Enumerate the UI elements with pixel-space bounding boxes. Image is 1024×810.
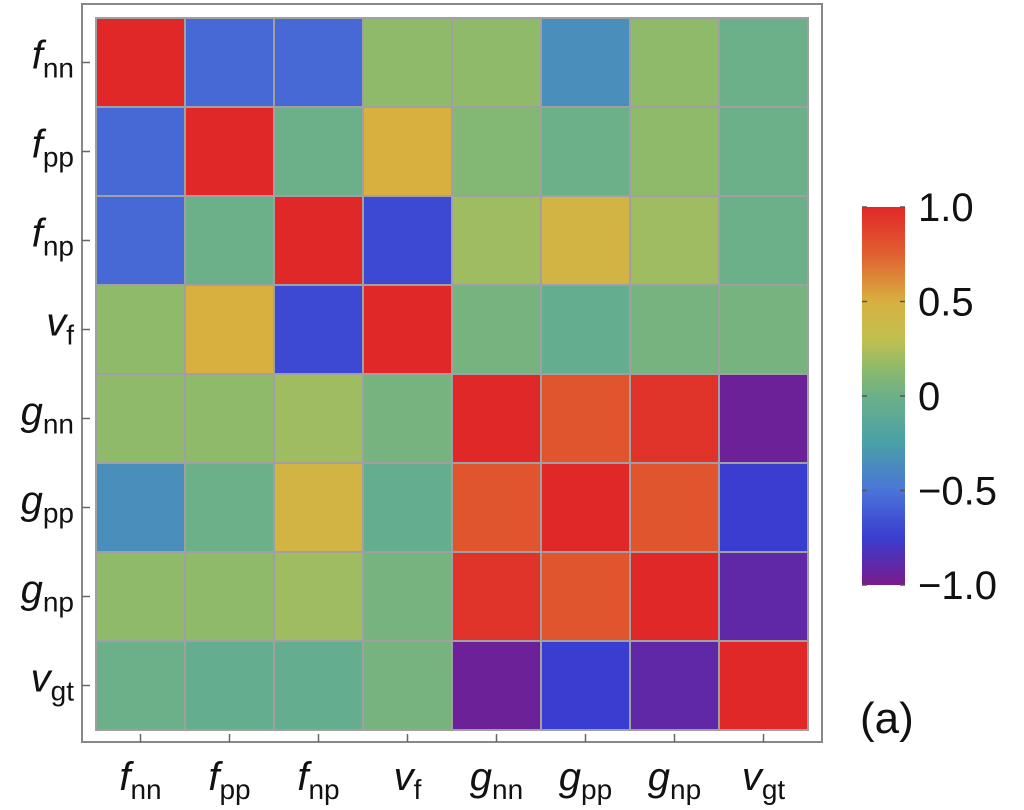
- x-label-vgt: vgt: [742, 755, 786, 805]
- heatmap-cell-r5-c4: [451, 462, 542, 553]
- x-label-fnp: fnp: [297, 755, 339, 805]
- x-label-fpp: fpp: [208, 755, 250, 805]
- heatmap-cell-r5-c1: [184, 462, 275, 553]
- heatmap-cell-r2-c6: [629, 195, 720, 286]
- heatmap-cell-r4-c4: [451, 373, 542, 464]
- heatmap-cell-r5-c3: [362, 462, 453, 553]
- heatmap-cell-r1-c5: [540, 106, 631, 197]
- heatmap-cell-r5-c2: [273, 462, 364, 553]
- heatmap-cell-r7-c3: [362, 640, 453, 731]
- colorbar-tick-label-0: 1.0: [918, 186, 974, 230]
- x-label-fnn: fnn: [119, 755, 161, 805]
- heatmap-cell-r6-c3: [362, 551, 453, 642]
- heatmap-cell-r2-c0: [95, 195, 186, 286]
- heatmap-cell-r2-c4: [451, 195, 542, 286]
- heatmap-cell-r7-c4: [451, 640, 542, 731]
- y-label-vgt: vgt: [31, 657, 75, 707]
- y-label-gnn: gnn: [21, 390, 74, 440]
- heatmap-cell-r3-c7: [718, 284, 809, 375]
- heatmap-cell-r3-c1: [184, 284, 275, 375]
- heatmap-cell-r1-c1: [184, 106, 275, 197]
- heatmap-cell-r7-c5: [540, 640, 631, 731]
- heatmap-cell-r0-c7: [718, 17, 809, 108]
- colorbar-tick-label-2: 0: [918, 375, 940, 419]
- heatmap-cell-r6-c6: [629, 551, 720, 642]
- heatmap-cell-r2-c7: [718, 195, 809, 286]
- plot-frame: [81, 3, 823, 743]
- heatmap-cell-r3-c4: [451, 284, 542, 375]
- heatmap-cell-r6-c5: [540, 551, 631, 642]
- heatmap-cell-r2-c3: [362, 195, 453, 286]
- heatmap-cell-r7-c1: [184, 640, 275, 731]
- heatmap-cell-r4-c2: [273, 373, 364, 464]
- colorbar-tick-label-4: −1.0: [918, 564, 997, 608]
- heatmap-cell-r5-c7: [718, 462, 809, 553]
- y-axis-labels: fnn fpp fnp vf gnn gpp gnp vgt: [21, 34, 75, 707]
- heatmap-cell-r7-c7: [718, 640, 809, 731]
- heatmap-cell-r1-c6: [629, 106, 720, 197]
- y-label-vf: vf: [46, 301, 74, 351]
- heatmap-cell-r0-c1: [184, 17, 275, 108]
- x-axis-labels: fnn fpp fnp vf gnn gpp gnp vgt: [119, 755, 785, 805]
- heatmap-cell-r4-c1: [184, 373, 275, 464]
- heatmap-cell-r5-c0: [95, 462, 186, 553]
- heatmap-cell-r4-c6: [629, 373, 720, 464]
- heatmap-cell-r7-c6: [629, 640, 720, 731]
- y-label-fnp: fnp: [32, 212, 74, 262]
- heatmap-cell-r1-c7: [718, 106, 809, 197]
- heatmap-cell-r4-c3: [362, 373, 453, 464]
- axis-ticks: [82, 61, 765, 742]
- heatmap-cell-r6-c4: [451, 551, 542, 642]
- panel-label: (a): [860, 694, 914, 743]
- heatmap-cell-r0-c6: [629, 17, 720, 108]
- x-label-gnp: gnp: [648, 755, 701, 805]
- x-label-vf: vf: [394, 755, 422, 805]
- heatmap-cell-r2-c5: [540, 195, 631, 286]
- y-label-gpp: gpp: [21, 479, 74, 529]
- y-label-fnn: fnn: [32, 34, 74, 84]
- heatmap-cell-r6-c2: [273, 551, 364, 642]
- heatmap-cell-r3-c6: [629, 284, 720, 375]
- colorbar-ticks: 1.0 0.5 0 −0.5 −1.0: [862, 186, 997, 608]
- x-label-gnn: gnn: [470, 755, 523, 805]
- heatmap-cell-r3-c2: [273, 284, 364, 375]
- heatmap-cell-r3-c3: [362, 284, 453, 375]
- heatmap-cell-r1-c0: [95, 106, 186, 197]
- heatmap-cell-r0-c0: [95, 17, 186, 108]
- heatmap-cell-r4-c0: [95, 373, 186, 464]
- heatmap-cell-r1-c2: [273, 106, 364, 197]
- heatmap-cell-r6-c0: [95, 551, 186, 642]
- colorbar-tick-label-1: 0.5: [918, 281, 974, 325]
- heatmap-cell-r6-c7: [718, 551, 809, 642]
- y-label-fpp: fpp: [32, 123, 74, 173]
- x-label-gpp: gpp: [559, 755, 612, 805]
- heatmap-cell-r4-c7: [718, 373, 809, 464]
- heatmap-cell-r5-c5: [540, 462, 631, 553]
- heatmap-cell-r3-c0: [95, 284, 186, 375]
- heatmap-cell-r0-c3: [362, 17, 453, 108]
- heatmap-cell-r1-c3: [362, 106, 453, 197]
- heatmap-cell-r7-c2: [273, 640, 364, 731]
- heatmap-cells: [95, 17, 809, 731]
- colorbar: [862, 207, 905, 585]
- heatmap-cell-r6-c1: [184, 551, 275, 642]
- heatmap-cell-r0-c5: [540, 17, 631, 108]
- y-label-gnp: gnp: [21, 568, 74, 618]
- heatmap-cell-r5-c6: [629, 462, 720, 553]
- heatmap-cell-r4-c5: [540, 373, 631, 464]
- heatmap-cell-r0-c2: [273, 17, 364, 108]
- heatmap-cell-r7-c0: [95, 640, 186, 731]
- heatmap-cell-r2-c2: [273, 195, 364, 286]
- heatmap-cell-r3-c5: [540, 284, 631, 375]
- heatmap-cell-r2-c1: [184, 195, 275, 286]
- heatmap-cell-r1-c4: [451, 106, 542, 197]
- heatmap-cell-r0-c4: [451, 17, 542, 108]
- colorbar-tick-label-3: −0.5: [918, 470, 997, 514]
